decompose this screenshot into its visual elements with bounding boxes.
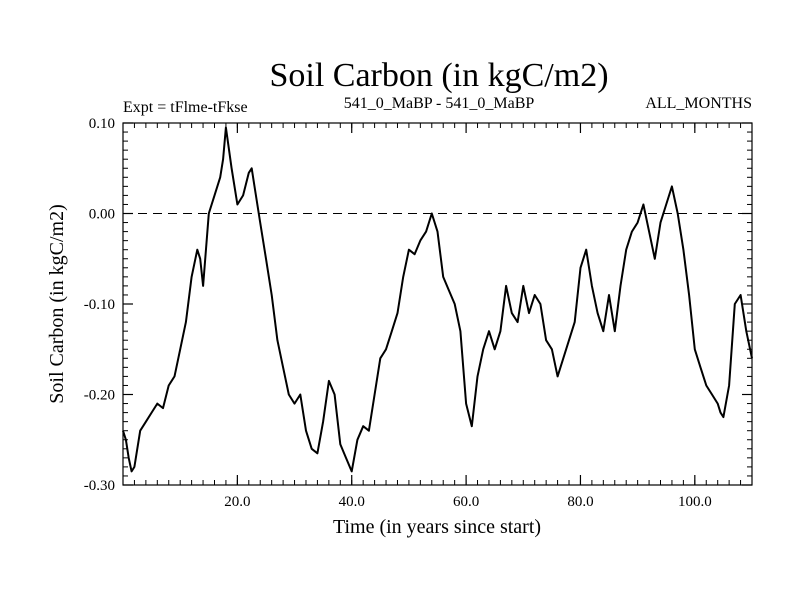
subtitle-expt: Expt = tFlme-tFkse: [123, 99, 248, 116]
y-tick-label: -0.20: [84, 388, 115, 404]
y-axis-ticks: 0.10 0.00 -0.10 -0.20 -0.30: [84, 116, 752, 494]
x-tick-label: 80.0: [567, 494, 593, 510]
y-axis-label: Soil Carbon (in kgC/m2): [46, 204, 68, 403]
subtitle-months: ALL_MONTHS: [645, 95, 752, 112]
x-tick-label: 40.0: [339, 494, 365, 510]
chart-title: Soil Carbon (in kgC/m2): [269, 57, 608, 94]
x-axis-label: Time (in years since start): [333, 516, 541, 538]
x-tick-label: 20.0: [224, 494, 250, 510]
y-tick-label: 0.00: [89, 207, 115, 223]
x-tick-label: 60.0: [453, 494, 479, 510]
minor-ticks: [123, 123, 752, 485]
plot-area: 20.0 40.0 60.0 80.0 100.0 0.10 0.00 -0.10 -0.20…: [84, 116, 753, 510]
y-tick-label: -0.30: [84, 478, 115, 494]
plot-frame: [122, 122, 753, 486]
y-tick-label: 0.10: [89, 116, 115, 132]
data-series-line: [122, 126, 753, 473]
y-tick-label: -0.10: [84, 297, 115, 313]
x-tick-label: 100.0: [678, 494, 712, 510]
x-axis-ticks: 20.0 40.0 60.0 80.0 100.0: [224, 123, 712, 510]
subtitle-period: 541_0_MaBP - 541_0_MaBP: [344, 95, 535, 112]
